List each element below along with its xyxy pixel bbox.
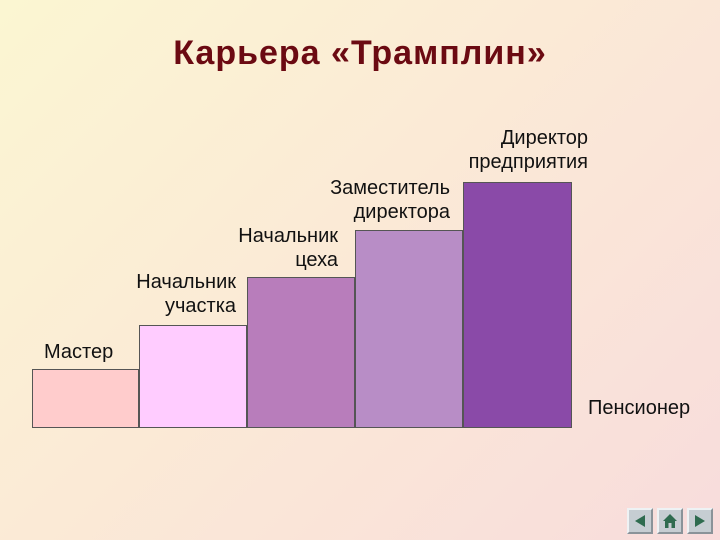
step-section-head [139, 325, 247, 428]
step-director [463, 182, 572, 428]
slide-title: Карьера «Трамплин» [173, 34, 547, 72]
left-triangle-icon [635, 515, 645, 527]
right-triangle-icon [695, 515, 705, 527]
label-shop-head: Начальник цеха [238, 225, 338, 271]
label-director: Директор предприятия [468, 127, 588, 173]
forward-button[interactable] [687, 508, 713, 534]
label-section-head: Начальник участка [136, 271, 236, 317]
label-pensioner: Пенсионер [588, 397, 691, 419]
home-icon [663, 514, 677, 528]
label-deputy-director: Заместитель директора [330, 177, 450, 223]
step-master [32, 369, 139, 428]
home-button[interactable] [657, 508, 683, 534]
back-button[interactable] [627, 508, 653, 534]
label-master: Мастер [44, 341, 114, 363]
step-shop-head [247, 277, 355, 428]
step-deputy-director [355, 230, 463, 428]
